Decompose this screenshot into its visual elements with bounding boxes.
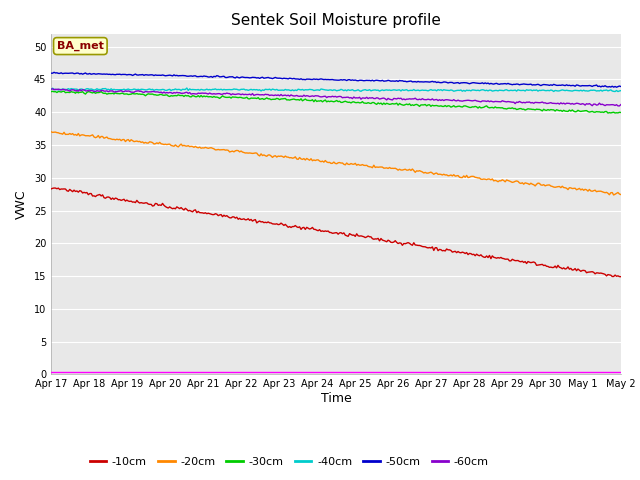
X-axis label: Time: Time bbox=[321, 392, 351, 405]
Title: Sentek Soil Moisture profile: Sentek Soil Moisture profile bbox=[231, 13, 441, 28]
Text: BA_met: BA_met bbox=[57, 41, 104, 51]
Y-axis label: VWC: VWC bbox=[15, 189, 28, 219]
